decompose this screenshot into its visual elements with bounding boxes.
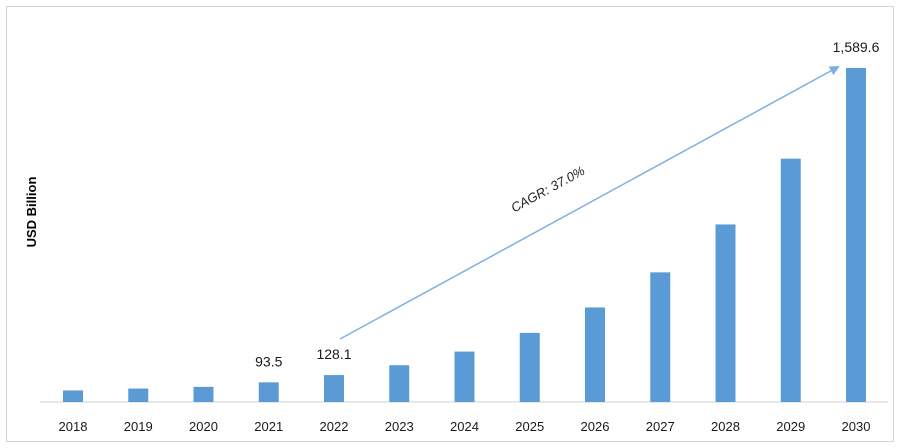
bar-2023 <box>389 365 410 402</box>
bar-2029 <box>780 158 801 402</box>
bar-2020 <box>193 386 214 402</box>
chart-frame <box>6 6 894 442</box>
bar-2026 <box>585 307 605 402</box>
x-tick-2021: 2021 <box>254 419 283 434</box>
bar-2030 <box>846 68 866 402</box>
x-tick-2025: 2025 <box>515 419 544 434</box>
x-tick-2022: 2022 <box>320 419 349 434</box>
bar-2027 <box>650 272 671 402</box>
data-label-2030: 1,589.6 <box>833 39 880 55</box>
bar-2019 <box>128 388 149 402</box>
data-label-2021: 93.5 <box>255 353 282 369</box>
bar-2018 <box>63 390 83 402</box>
x-tick-2027: 2027 <box>646 419 675 434</box>
cagr-arrow <box>339 66 840 340</box>
bar-2021 <box>258 382 279 402</box>
x-tick-2019: 2019 <box>124 419 153 434</box>
y-axis-label: USD Billion <box>24 177 39 248</box>
bar-2028 <box>715 224 736 402</box>
x-tick-2030: 2030 <box>842 419 871 434</box>
bar-2025 <box>519 332 540 402</box>
x-tick-2029: 2029 <box>776 419 805 434</box>
x-tick-2024: 2024 <box>450 419 479 434</box>
x-tick-2028: 2028 <box>711 419 740 434</box>
data-label-2022: 128.1 <box>316 346 351 362</box>
x-tick-2026: 2026 <box>581 419 610 434</box>
x-tick-2018: 2018 <box>59 419 88 434</box>
bar-2024 <box>454 351 475 402</box>
x-tick-2020: 2020 <box>189 419 218 434</box>
bar-2022 <box>324 375 344 402</box>
x-tick-2023: 2023 <box>385 419 414 434</box>
cagr-annotation: CAGR: 37.0% <box>508 163 587 215</box>
